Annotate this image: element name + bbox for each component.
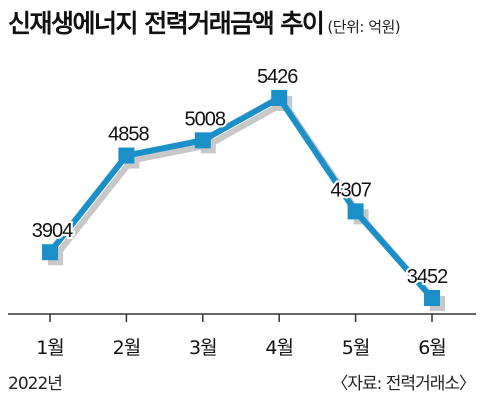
x-tick-label-6: 6월 (418, 337, 446, 359)
data-label-6: 3452 (407, 266, 448, 288)
data-label-4: 5426 (257, 66, 298, 88)
label-layer: 3904 4858 5008 5426 4307 3452 (30, 64, 451, 290)
x-tick-label-3: 3월 (189, 337, 217, 359)
marker-layer (42, 90, 440, 306)
unit-note: (단위: 억원) (327, 18, 401, 36)
x-tick-label-5: 5월 (342, 337, 370, 359)
x-tick-label-2: 2월 (113, 337, 141, 359)
x-axis: 1월 2월 3월 4월 5월 6월 (8, 313, 476, 359)
title-row: 신재생에너지 전력거래금액 추이 (단위: 억원) (8, 4, 483, 44)
data-point-marker-6 (424, 290, 440, 306)
data-label-5: 4307 (330, 179, 371, 201)
x-tick-label-4: 4월 (265, 337, 293, 359)
x-tick-label-1: 1월 (36, 337, 64, 359)
data-label-1: 3904 (32, 220, 73, 242)
data-label-2: 4858 (108, 124, 149, 146)
series-line (47, 94, 435, 300)
data-point-marker-4 (271, 90, 288, 106)
chart-title: 신재생에너지 전력거래금액 추이 (8, 9, 325, 38)
data-point-marker-3 (194, 132, 211, 149)
year-label: 2022년 (8, 374, 63, 394)
data-point-marker-1 (42, 244, 58, 261)
source-note: 〈자료: 전력거래소〉 (331, 374, 476, 394)
data-label-3: 5008 (185, 108, 226, 130)
line-layer (47, 94, 435, 300)
data-point-marker-2 (118, 147, 135, 164)
data-point-marker-5 (347, 203, 364, 220)
